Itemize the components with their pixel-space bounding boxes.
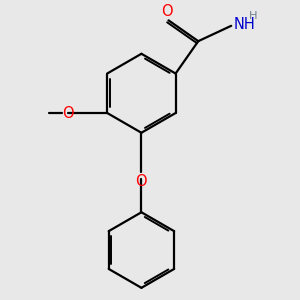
- Text: H: H: [249, 11, 258, 21]
- Text: NH: NH: [234, 16, 256, 32]
- Text: O: O: [62, 106, 74, 121]
- Text: O: O: [136, 174, 147, 189]
- Text: O: O: [161, 4, 172, 19]
